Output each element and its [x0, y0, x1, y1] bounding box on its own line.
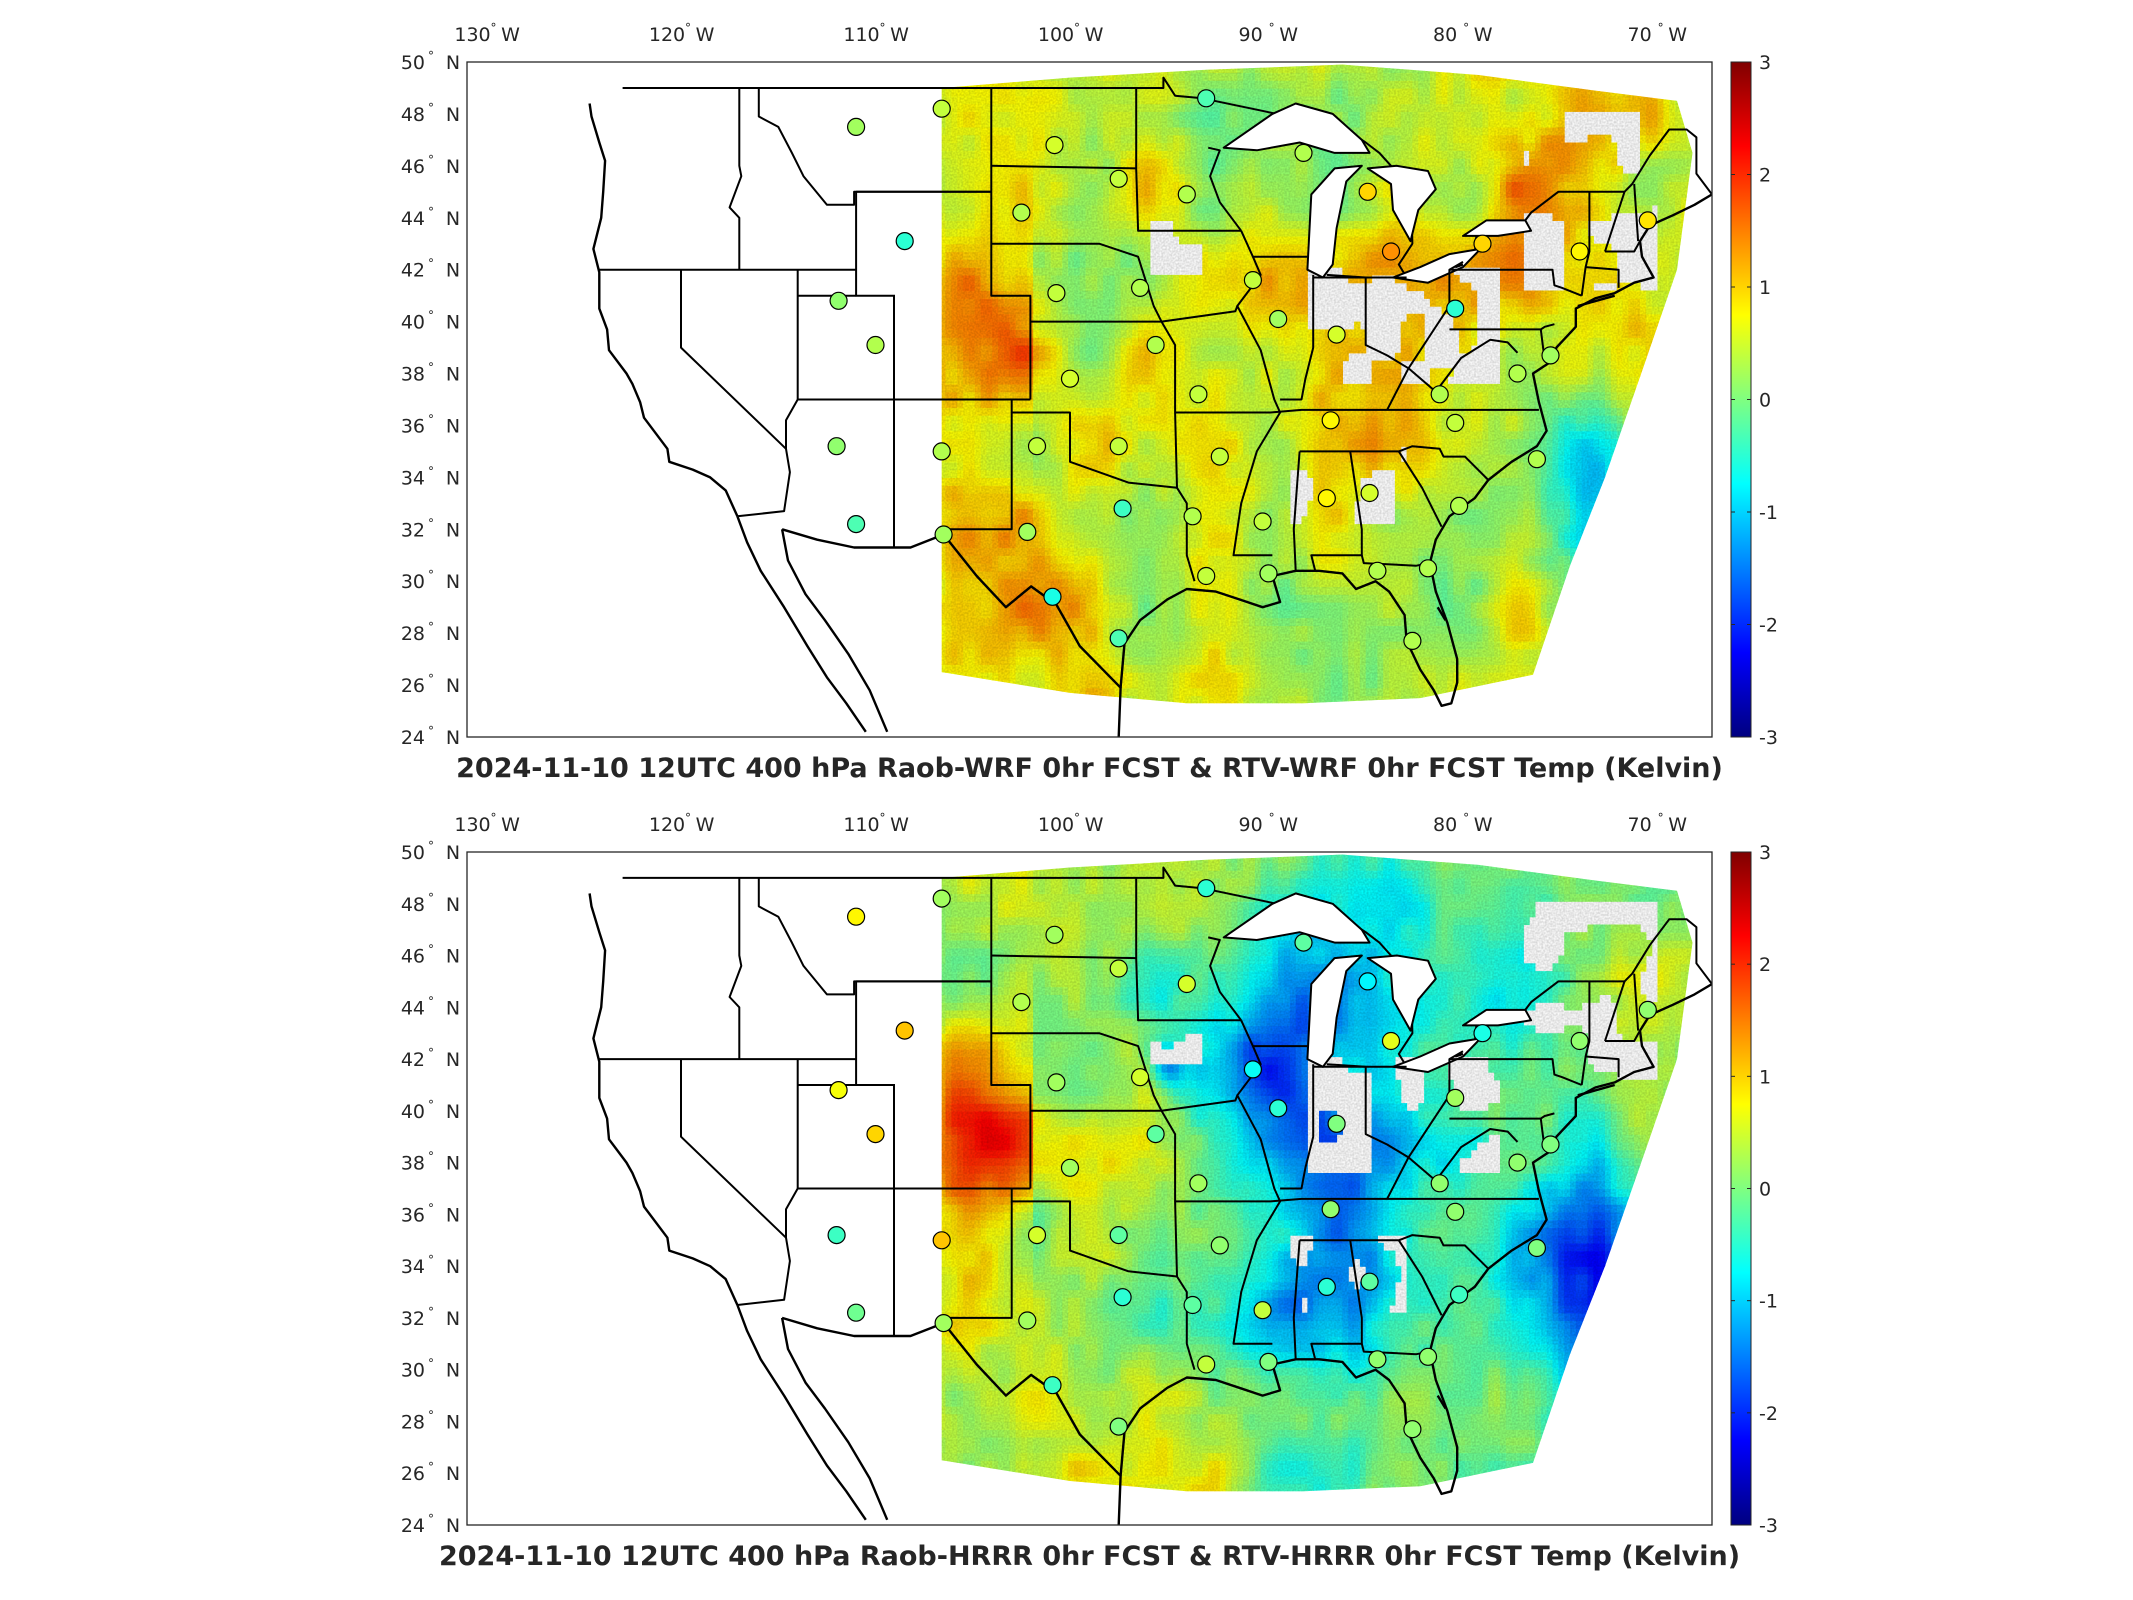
field-cell	[1237, 49, 1243, 57]
field-cell	[992, 49, 998, 57]
field-cell	[1226, 49, 1232, 57]
field-cell	[940, 49, 946, 57]
field-cell	[1074, 49, 1080, 57]
field-cell	[1156, 49, 1162, 57]
field-cell	[963, 49, 969, 57]
field-cell	[969, 49, 975, 57]
field-cell	[1004, 49, 1010, 57]
field-cell	[1179, 49, 1185, 57]
field-cell	[1267, 49, 1273, 57]
field-cell	[1010, 49, 1016, 57]
field-cell	[1086, 49, 1092, 57]
field-cell	[1121, 49, 1127, 57]
field-cell	[1051, 49, 1057, 57]
field-cell	[1162, 49, 1168, 57]
field-cell	[981, 49, 987, 57]
field-cell	[1127, 49, 1133, 57]
field-cell	[1080, 49, 1086, 57]
field-cell	[1167, 49, 1173, 57]
field-cell	[1062, 49, 1068, 57]
field-cell	[1103, 49, 1109, 57]
field-cell	[1208, 49, 1214, 57]
field-cell	[1202, 49, 1208, 57]
field-cell	[1144, 49, 1150, 57]
field-cell	[1091, 49, 1097, 57]
map-panel-wrf: 130 ° W 120 ° W 110 ° W 100 ° W 90 ° W 80 ° W 70 ° W50 ° N48 ° N…	[401, 21, 1778, 784]
field-cell	[986, 49, 992, 57]
field-cell	[1138, 49, 1144, 57]
field-cell	[1243, 49, 1249, 57]
field-cell	[1039, 49, 1045, 57]
field-cell	[951, 49, 957, 57]
field-cell	[946, 49, 952, 57]
field-cell	[1068, 49, 1074, 57]
field-cell	[1115, 49, 1121, 57]
field-cell	[1016, 49, 1022, 57]
field-cell	[1249, 49, 1255, 57]
field-cell	[1027, 49, 1033, 57]
field-cell	[1056, 49, 1062, 57]
field-cell	[1045, 49, 1051, 57]
field-cell	[1021, 49, 1027, 57]
field-cell	[998, 49, 1004, 57]
field-cell	[975, 49, 981, 57]
field-cell	[1150, 49, 1156, 57]
field-cell	[1109, 49, 1115, 57]
field-cell	[1185, 49, 1191, 57]
field-cell	[957, 49, 963, 57]
field-cell	[1033, 49, 1039, 57]
field-cell	[1220, 49, 1226, 57]
field-cell	[1191, 49, 1197, 57]
field-cell	[1272, 49, 1278, 57]
field-cell	[1261, 49, 1267, 57]
field-cell	[1097, 49, 1103, 57]
field-cell	[1232, 49, 1238, 57]
field-cell	[934, 49, 940, 57]
field-cell	[1173, 49, 1179, 57]
field-cell	[1255, 49, 1261, 57]
field-cell	[1132, 49, 1138, 57]
field-cell	[1197, 49, 1203, 57]
field-cell	[1214, 49, 1220, 57]
